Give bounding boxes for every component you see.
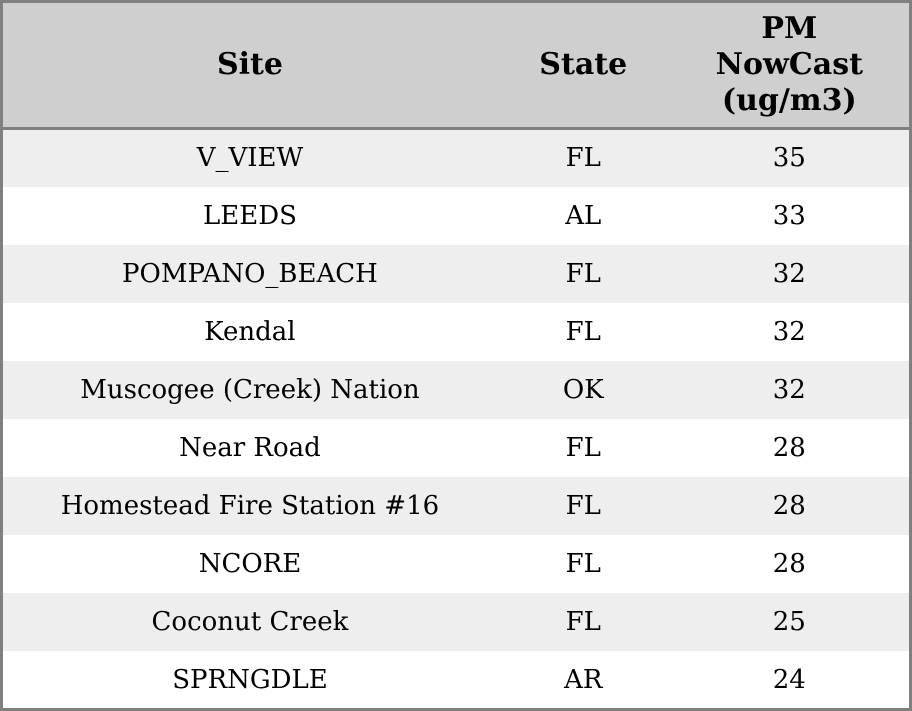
header-row: Site State PM NowCast (ug/m3) (1, 1, 911, 130)
header-site: Site (1, 1, 497, 130)
table-row: Near Road FL 28 (1, 418, 911, 478)
site-cell: Muscogee (Creek) Nation (80, 374, 420, 405)
table-row: LEEDS AL 33 (1, 186, 911, 245)
header-pm-nowcast: PM NowCast (ug/m3) (669, 1, 911, 130)
state-cell: AR (564, 664, 603, 695)
pm-value-cell: 28 (772, 491, 806, 522)
pm-value-cell: 32 (772, 316, 806, 347)
pm-value-cell: 33 (772, 200, 806, 231)
site-cell: V_VIEW (196, 143, 304, 174)
state-cell: FL (565, 433, 601, 464)
state-cell: FL (565, 316, 601, 347)
table-row: NCORE FL 28 (1, 535, 911, 594)
site-cell: LEEDS (203, 200, 297, 231)
header-pm-nowcast-label: PM NowCast (ug/m3) (715, 11, 863, 118)
pm-value-cell: 28 (772, 433, 806, 464)
site-cell: POMPANO_BEACH (122, 258, 378, 289)
pm-value-cell: 25 (772, 607, 806, 638)
state-cell: FL (565, 258, 601, 289)
pm-value-cell: 28 (772, 549, 806, 580)
site-cell: Coconut Creek (151, 607, 349, 638)
table-body: V_VIEW FL 35 LEEDS AL 33 POMPANO_BEACH F… (1, 128, 911, 710)
pm-value-cell: 35 (772, 143, 806, 174)
header-state: State (496, 1, 670, 130)
state-cell: FL (565, 143, 601, 174)
state-cell: AL (565, 200, 602, 231)
table-row: Homestead Fire Station #16 FL 28 (1, 477, 911, 536)
header-state-label: State (539, 47, 628, 82)
header-site-label: Site (216, 47, 283, 82)
pm-value-cell: 24 (772, 664, 806, 695)
table-row: Muscogee (Creek) Nation OK 32 (1, 360, 911, 419)
state-cell: FL (565, 549, 601, 580)
site-cell: Near Road (179, 433, 321, 464)
site-cell: Homestead Fire Station #16 (60, 491, 440, 522)
site-cell: Kendal (204, 316, 296, 347)
state-cell: FL (565, 491, 601, 522)
table-row: V_VIEW FL 35 (1, 128, 911, 187)
site-cell: NCORE (198, 549, 302, 580)
site-cell: SPRNGDLE (172, 664, 328, 695)
table-header: Site State PM NowCast (ug/m3) (1, 1, 911, 130)
table-row: SPRNGDLE AR 24 (1, 651, 911, 710)
pm-value-cell: 32 (772, 374, 806, 405)
table-row: Coconut Creek FL 25 (1, 593, 911, 652)
state-cell: FL (565, 607, 601, 638)
pm-value-cell: 32 (772, 258, 806, 289)
state-cell: OK (562, 374, 604, 405)
table-row: POMPANO_BEACH FL 32 (1, 244, 911, 303)
table-row: Kendal FL 32 (1, 302, 911, 361)
